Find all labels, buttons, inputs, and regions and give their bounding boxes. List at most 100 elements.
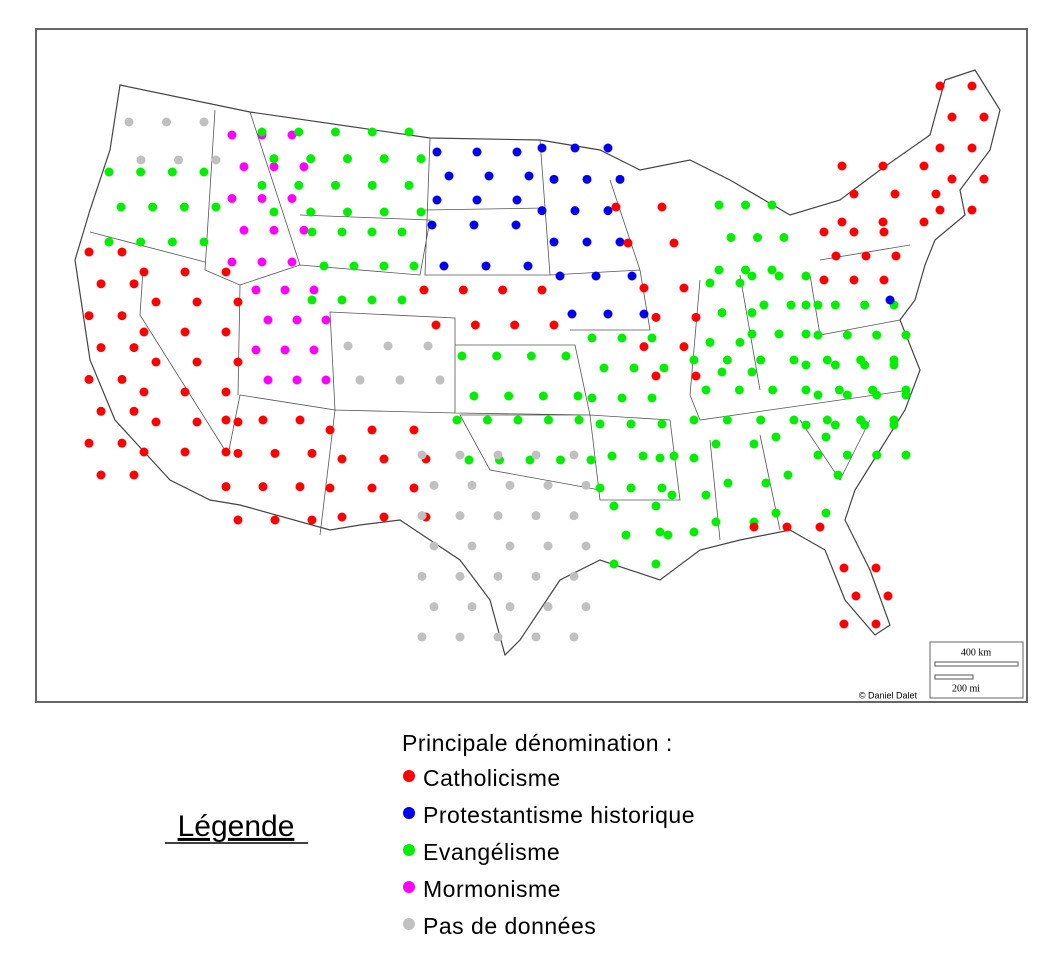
state-dot	[367, 425, 377, 435]
state-dot	[493, 571, 503, 581]
state-dot	[569, 511, 579, 521]
state-dot	[587, 393, 597, 403]
state-dot	[837, 161, 847, 171]
state-dot	[484, 171, 494, 181]
legend-dot	[403, 807, 415, 819]
state-dot	[722, 355, 732, 365]
state-dot	[367, 180, 377, 190]
state-dot	[307, 448, 317, 458]
state-dot	[669, 451, 679, 461]
state-dot	[603, 309, 613, 319]
state-dot	[306, 207, 316, 217]
state-dot	[444, 171, 454, 181]
state-dot	[890, 189, 900, 199]
state-dot	[570, 206, 580, 216]
state-dot	[567, 309, 577, 319]
state-dot	[647, 393, 657, 403]
state-dot	[639, 342, 649, 352]
state-dot	[722, 415, 732, 425]
state-dot	[511, 220, 521, 230]
state-dot	[409, 425, 419, 435]
state-dot	[979, 174, 989, 184]
state-dot	[544, 415, 553, 425]
state-dot	[299, 162, 309, 172]
state-dot	[221, 387, 231, 397]
state-dot	[531, 632, 541, 642]
legend-heading: Principale dénomination :	[402, 730, 673, 756]
scale-bar	[934, 674, 974, 680]
state-dot	[860, 360, 870, 370]
state-dot	[192, 297, 202, 307]
state-dot	[734, 385, 744, 395]
state-dot	[233, 357, 243, 367]
state-dot	[735, 337, 745, 347]
state-dot	[151, 357, 161, 367]
state-dot	[581, 541, 591, 551]
state-dot	[379, 207, 389, 217]
state-dot	[211, 155, 221, 165]
state-dot	[96, 406, 106, 416]
state-dot	[705, 337, 715, 347]
state-dot	[801, 385, 811, 395]
state-dot	[872, 330, 882, 340]
state-dot	[343, 154, 352, 164]
state-dot	[767, 200, 777, 210]
state-dot	[379, 454, 389, 464]
state-dot	[325, 483, 335, 493]
state-dot	[822, 415, 832, 425]
state-dot	[349, 261, 359, 271]
state-dot	[331, 180, 340, 190]
legend-label: Pas de données	[423, 913, 596, 939]
state-dot	[801, 329, 811, 339]
state-dot	[711, 439, 721, 449]
state-dot	[774, 329, 784, 339]
state-dot	[239, 225, 249, 235]
state-dot	[258, 415, 268, 425]
state-dot	[842, 330, 852, 340]
state-dot	[919, 161, 929, 171]
state-dot	[801, 420, 811, 430]
state-dot	[543, 480, 553, 490]
state-dot	[512, 195, 522, 205]
state-dot	[337, 512, 347, 522]
state-dot	[472, 147, 482, 157]
state-dot	[470, 320, 480, 330]
state-dot	[813, 450, 823, 460]
state-dot	[343, 341, 353, 351]
state-dot	[379, 512, 389, 522]
scale-mi: 200 mi	[952, 683, 980, 694]
state-dot	[524, 171, 534, 181]
state-dot	[192, 357, 202, 367]
state-dot	[801, 360, 811, 370]
state-dot	[270, 448, 280, 458]
state-dot	[367, 127, 377, 137]
state-dot	[192, 417, 202, 427]
state-dot	[180, 387, 190, 397]
state-dot	[935, 81, 945, 91]
state-dot	[609, 501, 619, 511]
state-dot	[419, 285, 429, 295]
state-dot	[96, 279, 106, 289]
state-dot	[679, 283, 689, 293]
state-dot	[839, 563, 849, 573]
state-dot	[309, 285, 319, 295]
state-dot	[689, 415, 699, 425]
state-dot	[947, 112, 957, 122]
state-dot	[771, 508, 781, 518]
state-dot	[717, 367, 727, 377]
state-dot	[655, 453, 665, 463]
state-dot	[423, 341, 433, 351]
state-dot	[581, 480, 591, 490]
state-dot	[355, 375, 365, 385]
state-dot	[239, 162, 249, 172]
state-dot	[756, 355, 766, 365]
state-dot	[251, 285, 261, 295]
state-dot	[669, 238, 679, 248]
state-dot	[935, 205, 945, 215]
state-dot	[427, 220, 437, 230]
state-dot	[537, 143, 547, 153]
state-dot	[861, 251, 871, 261]
state-dot	[129, 343, 139, 353]
state-dot	[287, 257, 297, 267]
